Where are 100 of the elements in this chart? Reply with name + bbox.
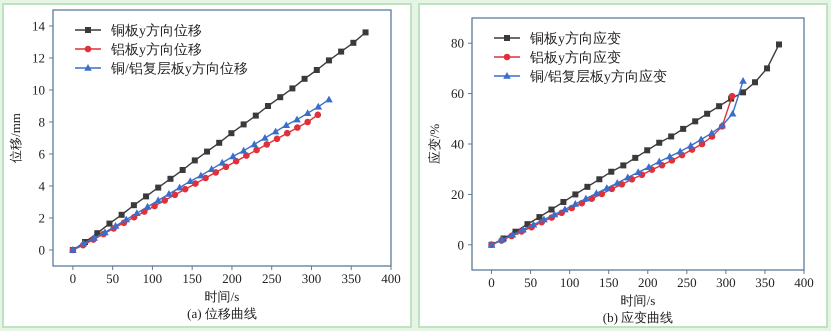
x-tick-label: 100 <box>560 275 580 290</box>
point <box>314 102 322 110</box>
point <box>655 158 664 164</box>
point <box>697 135 705 142</box>
point <box>253 146 260 154</box>
text: (b) 应变曲线 <box>602 310 674 325</box>
point <box>133 209 141 216</box>
point <box>143 193 150 200</box>
point <box>608 168 614 175</box>
point <box>644 147 650 154</box>
x-tick-label: 200 <box>222 271 242 286</box>
point <box>596 176 602 182</box>
point <box>232 158 240 164</box>
x-tick-label: 0 <box>488 275 495 290</box>
point <box>272 128 280 134</box>
point <box>204 148 210 155</box>
point <box>165 190 173 197</box>
y-tick-label: 20 <box>451 186 464 202</box>
point <box>572 200 580 207</box>
point <box>582 194 590 202</box>
point <box>167 176 174 182</box>
x-axis-title: 时间/s <box>204 289 240 304</box>
point <box>274 136 280 142</box>
point <box>704 110 710 117</box>
point <box>656 140 662 146</box>
legend-label: 铝板y方向位移 <box>110 42 202 58</box>
point <box>263 141 270 148</box>
point <box>519 226 527 232</box>
point <box>632 154 638 161</box>
x-tick-label: 150 <box>182 271 202 286</box>
point <box>218 158 226 166</box>
point <box>740 89 746 96</box>
point <box>676 148 684 154</box>
point <box>277 94 284 100</box>
x-tick-label: 50 <box>524 275 538 290</box>
point <box>314 112 322 118</box>
x-tick-label: 350 <box>341 271 361 286</box>
point <box>540 216 548 222</box>
y-axis-title: 位移/mm <box>8 113 23 163</box>
point <box>304 109 312 116</box>
x-tick-label: 100 <box>142 271 162 286</box>
point <box>284 130 291 136</box>
y-tick-label: 0 <box>458 237 464 252</box>
point <box>122 216 130 222</box>
y-tick-label: 60 <box>451 86 464 102</box>
point <box>620 162 626 168</box>
x-tick-label: 300 <box>716 275 736 290</box>
point <box>728 110 736 117</box>
point <box>764 65 770 72</box>
point <box>572 191 578 198</box>
point <box>155 184 162 191</box>
point <box>304 118 311 126</box>
point <box>302 76 308 82</box>
x-axis-title: 时间/s <box>620 293 656 308</box>
point <box>338 48 344 55</box>
point <box>144 202 152 210</box>
y-tick-label: 2 <box>38 210 45 226</box>
point <box>180 167 186 173</box>
x-tick-label: 250 <box>262 271 282 286</box>
point <box>716 103 722 110</box>
point <box>172 192 178 198</box>
x-tick-label: 250 <box>677 275 697 290</box>
point <box>240 146 248 154</box>
point <box>252 112 259 119</box>
point <box>634 168 642 176</box>
point <box>216 140 222 146</box>
point <box>614 179 622 186</box>
text: (a) 位移曲线 <box>187 306 257 321</box>
legend-label: 铝板y方向应变 <box>529 50 621 66</box>
point <box>776 41 782 48</box>
point <box>666 152 674 160</box>
point <box>186 177 194 184</box>
point <box>176 184 184 190</box>
point <box>603 184 611 191</box>
point <box>561 206 569 212</box>
point <box>728 92 736 100</box>
y-tick-label: 10 <box>32 82 45 98</box>
point <box>161 197 168 204</box>
y-tick-label: 6 <box>38 146 46 162</box>
point <box>282 121 290 128</box>
x-tick-label: 350 <box>755 275 775 290</box>
x-tick-label: 400 <box>794 275 814 290</box>
x-tick-label: 0 <box>70 271 76 286</box>
point <box>192 157 198 164</box>
point <box>350 40 356 46</box>
point <box>624 174 632 180</box>
point <box>228 130 234 136</box>
point <box>243 152 250 159</box>
point <box>112 222 120 229</box>
legend-label: 铜板y方向应变 <box>529 31 621 47</box>
point <box>314 67 320 73</box>
point <box>548 206 554 213</box>
point <box>584 184 590 190</box>
legend-label: 铜板y方向位移 <box>110 23 202 39</box>
point <box>154 196 162 204</box>
point <box>739 77 747 84</box>
point <box>644 163 653 170</box>
x-tick-label: 200 <box>638 275 658 290</box>
x-tick-label: 150 <box>598 275 618 290</box>
point <box>536 214 542 220</box>
